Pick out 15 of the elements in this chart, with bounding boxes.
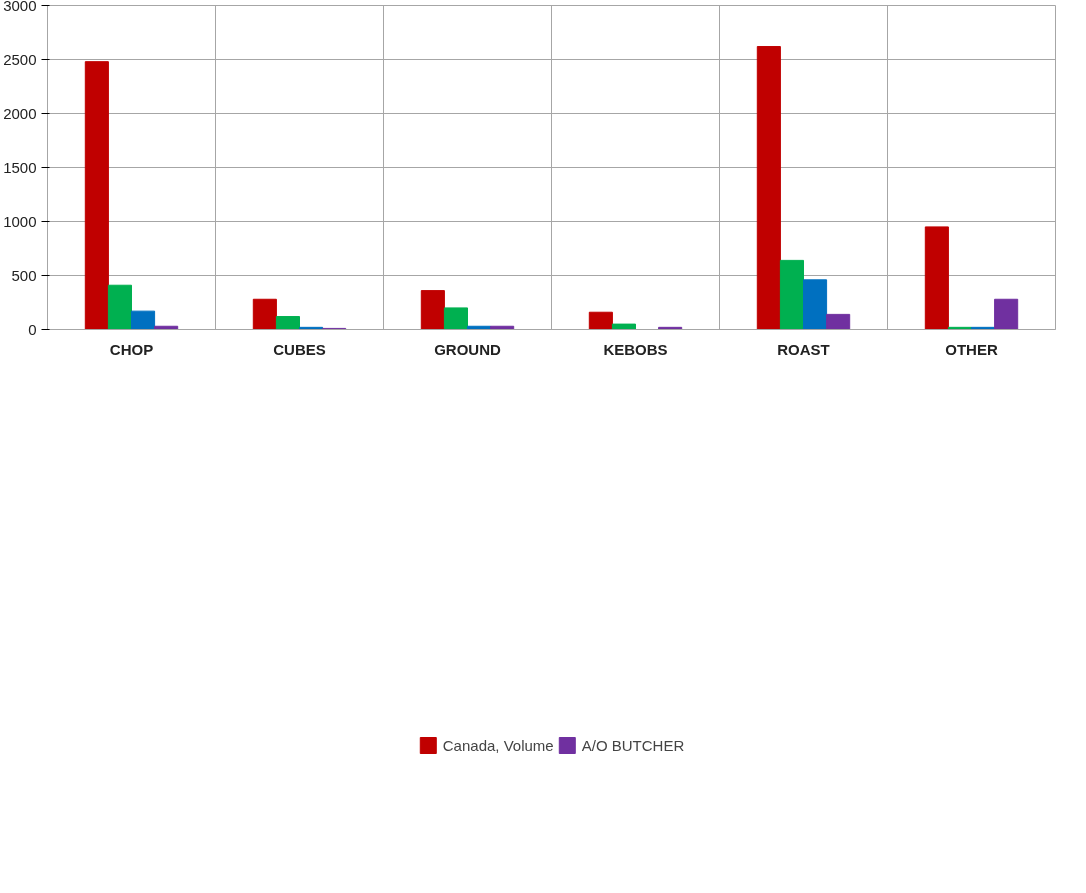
y-tick-label: 1500	[3, 158, 37, 176]
x-tick-label: ROAST	[777, 340, 830, 358]
x-tick-label: KEBOBS	[603, 340, 668, 358]
y-tick-label: 500	[11, 266, 37, 284]
y-tick-label: 1000	[3, 212, 37, 230]
x-tick-label: CUBES	[273, 340, 326, 358]
y-tick-label: 2500	[3, 50, 37, 68]
y-tick-label: 3000	[3, 0, 37, 14]
legend-label: A/O BUTCHER	[581, 736, 685, 754]
y-tick-label: 2000	[3, 104, 37, 122]
x-tick-label: CHOP	[109, 340, 154, 358]
y-tick-label: 0	[28, 320, 37, 338]
legend-label: Canada, Volume	[442, 736, 554, 754]
x-tick-label: GROUND	[434, 340, 501, 358]
x-tick-label: OTHER	[945, 340, 998, 358]
